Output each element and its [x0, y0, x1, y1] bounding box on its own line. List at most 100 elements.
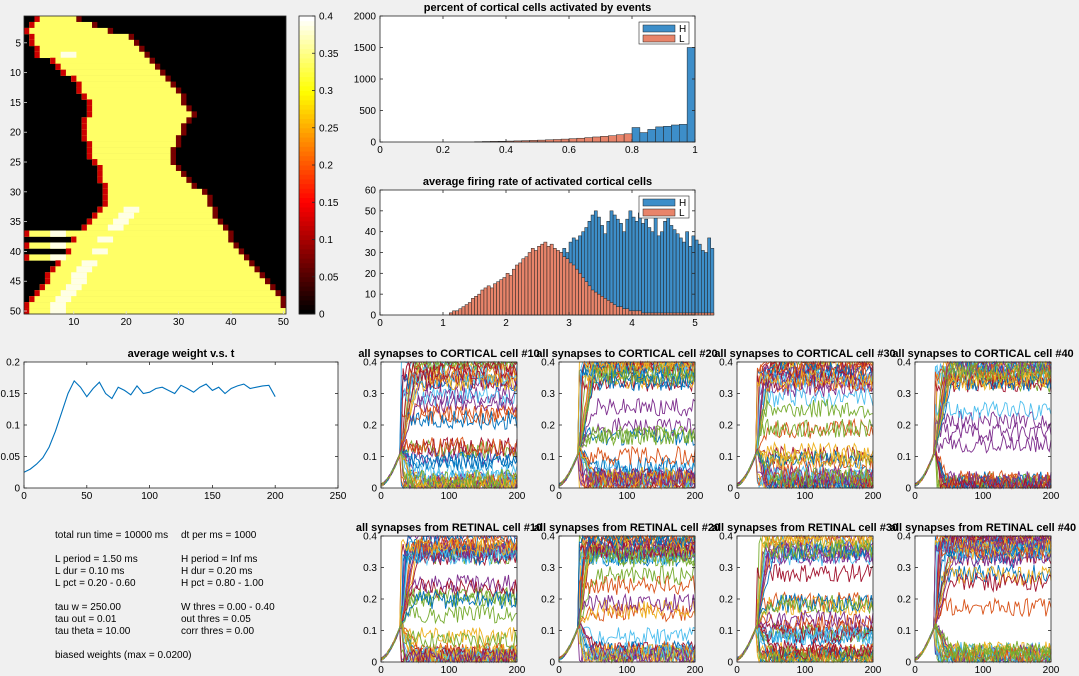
chart-title: all synapses from RETINAL cell #20	[534, 522, 720, 534]
series-line	[558, 543, 696, 660]
heatmap-cell	[50, 302, 66, 309]
chart-title: average weight v.s. t	[128, 348, 235, 360]
heatmap-cell	[24, 242, 30, 249]
heatmap-row-3	[24, 27, 108, 35]
heatmap-cell	[175, 165, 182, 172]
heatmap-row-28	[97, 176, 187, 184]
series-line	[380, 451, 518, 487]
y-tick-label: 0.4	[363, 532, 377, 543]
x-tick-label: 100	[619, 665, 636, 676]
colorbar-tick-label: 0.3	[319, 86, 333, 97]
x-tick-label: 0	[734, 491, 740, 502]
y-tick-label: 15	[10, 98, 22, 109]
heatmap-cell	[170, 159, 176, 166]
colorbar-segment	[299, 262, 315, 268]
x-tick-label: 0.4	[499, 145, 513, 156]
y-tick-label: 0.4	[897, 532, 911, 543]
heatmap-cell	[65, 248, 72, 255]
x-tick-label: 250	[330, 491, 347, 502]
heatmap-cell	[24, 302, 30, 309]
heatmap-cell	[223, 224, 229, 231]
x-tick-label: 100	[975, 665, 992, 676]
heatmap-cell	[24, 27, 30, 35]
bar-L	[568, 262, 573, 316]
bar-L	[543, 241, 548, 316]
bar-L	[628, 310, 633, 316]
heatmap-cell	[50, 57, 56, 64]
heatmap-cell	[191, 111, 197, 118]
x-tick-label: 200	[1043, 665, 1060, 676]
heatmap-cell	[280, 296, 286, 303]
chart-title: all synapses to CORTICAL cell #40	[892, 348, 1073, 360]
series-line	[736, 609, 874, 661]
series-line	[380, 603, 518, 659]
heatmap-cell	[160, 69, 166, 76]
legend-swatch-H	[642, 198, 676, 207]
y-tick-label: 0.3	[363, 563, 377, 574]
heatmap-cell	[249, 260, 255, 267]
heatmap-row-23	[86, 147, 171, 154]
heatmap-cell	[97, 165, 103, 172]
colorbar-tick-label: 0.25	[319, 123, 339, 134]
bar-L	[486, 285, 491, 316]
colorbar-segment	[299, 67, 315, 73]
x-tick-label: 200	[865, 665, 882, 676]
bar-L	[556, 250, 560, 316]
heatmap-cell	[155, 63, 161, 70]
y-tick-label: 1500	[354, 43, 377, 54]
bar-L	[587, 285, 592, 316]
param-tau-theta: tau theta = 10.00	[55, 626, 131, 637]
x-tick-label: 100	[141, 491, 158, 502]
y-tick-label: 0.4	[541, 532, 555, 543]
chart-title: all synapses to CORTICAL cell #20	[536, 348, 717, 360]
series-line	[915, 400, 1052, 486]
heatmap-row-50	[24, 308, 286, 315]
series-line	[380, 545, 518, 660]
series-line	[381, 361, 518, 484]
chart-title: percent of cortical cells activated by e…	[424, 2, 651, 14]
colorbar-segment	[299, 300, 315, 306]
y-tick-label: 0.2	[719, 421, 733, 432]
bar-L	[508, 275, 513, 316]
colorbar-segment	[299, 253, 315, 259]
bar-L	[581, 277, 585, 316]
bar-L	[559, 252, 563, 316]
heatmap-row-14	[81, 93, 182, 100]
bar-L	[527, 252, 532, 316]
series-line	[736, 540, 874, 661]
series-line	[380, 545, 518, 661]
series-line	[558, 455, 696, 489]
bar-L	[707, 312, 711, 316]
heatmap-row-17	[86, 111, 192, 118]
chart-title: all synapses from RETINAL cell #10	[356, 522, 542, 534]
heatmap-cell	[186, 105, 192, 112]
y-tick-label: 0	[549, 484, 555, 495]
bar-H	[609, 210, 614, 316]
heatmap-cell	[92, 21, 98, 29]
y-tick-label: 5	[15, 38, 21, 49]
heatmap-row-22	[86, 141, 176, 148]
heatmap-cell	[181, 123, 187, 130]
y-tick-label: 0.1	[541, 452, 555, 463]
bar-L	[616, 134, 625, 143]
legend-swatch-H	[642, 24, 676, 33]
colorbar-segment	[299, 20, 315, 26]
heatmap-cell	[86, 153, 93, 160]
heatmap-cell	[86, 111, 93, 118]
bar-L	[704, 312, 708, 316]
series-line	[558, 565, 696, 660]
bar-H	[688, 246, 693, 316]
bar-H	[619, 223, 623, 316]
heatmap-cell	[92, 159, 98, 166]
x-tick-label: 200	[1043, 491, 1060, 502]
colorbar-segment	[299, 85, 315, 91]
param-tau-out: tau out = 0.01	[55, 614, 117, 625]
bar-H	[634, 221, 639, 316]
series-line	[914, 360, 1052, 487]
colorbar-segment	[299, 141, 315, 147]
x-tick-label: 200	[267, 491, 284, 502]
heatmap-cell	[202, 188, 208, 196]
